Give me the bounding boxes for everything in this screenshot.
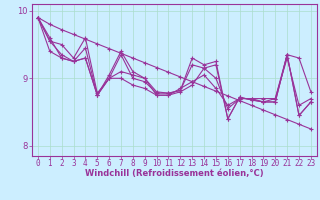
X-axis label: Windchill (Refroidissement éolien,°C): Windchill (Refroidissement éolien,°C)	[85, 169, 264, 178]
